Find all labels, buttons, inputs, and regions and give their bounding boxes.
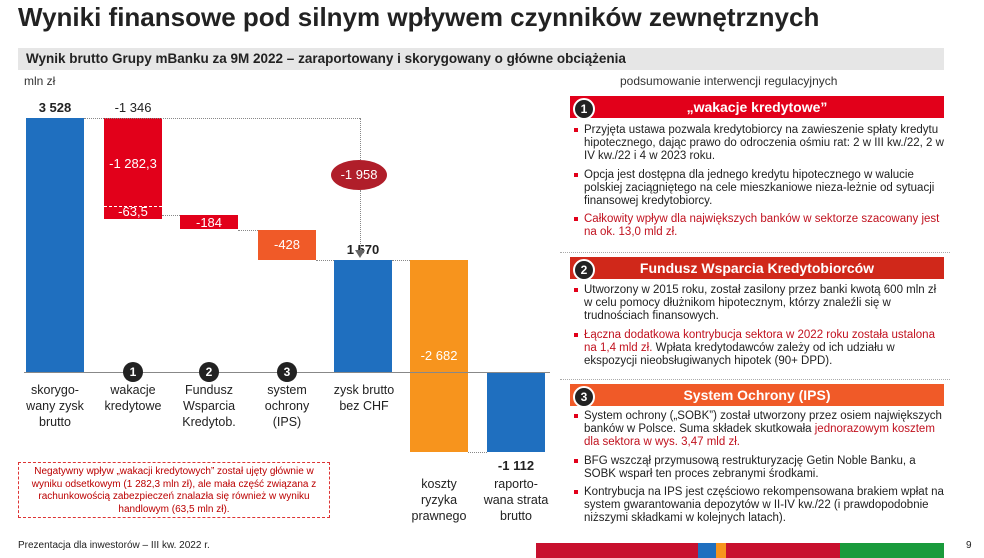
list-item: Przyjęta ustawa pozwala kredytobiorcy na… [574,124,944,164]
connector-line [162,215,180,216]
category-label: wakacje kredytowe [104,383,162,413]
section-1-title: „wakacje kredytowe” [686,99,828,115]
list-item: Kontrybucja na IPS jest częściowo rekomp… [574,486,944,526]
footnote-box: Negatywny wpływ „wakacji kredytowych” zo… [18,462,330,518]
connector-line [316,260,334,261]
chart-subtitle: Wynik brutto Grupy mBanku za 9M 2022 – z… [26,51,626,66]
bracket-line [360,190,361,254]
value-label-profit-ex-chf: 1 570 [346,242,380,257]
category-label: koszty ryzyka prawnego [411,477,467,523]
value-label-adjusted-profit: 3 528 [38,100,72,115]
bracket-arrow-icon [355,250,365,258]
section-1-number: 1 [573,98,595,120]
section-3-bullets: System ochrony („SOBK”) został utworzony… [574,410,944,531]
bar-credit-holidays-trading [104,206,162,219]
value-label-support-fund: -184 [195,215,223,230]
list-item: BFG wszczął przymusową restrukturyzację … [574,455,944,481]
category-label: Fundusz Wsparcia Kredytob. [182,383,236,429]
section-3-number: 3 [573,386,595,408]
bracket-line [360,118,361,160]
marker-1: 1 [123,362,143,382]
value-label-reported-loss: -1 112 [497,458,535,473]
bar-legal-risk [410,260,468,452]
section-divider [560,379,950,380]
connector-line [392,260,410,261]
list-item: Łączna dodatkowa kontrybucja sektora w 2… [574,329,944,369]
value-label-ips: -428 [273,237,301,252]
section-2-title: Fundusz Wsparcia Kredytobiorców [639,260,875,276]
value-label-credit-holidays-trading: -63,5 [118,204,148,219]
marker-3: 3 [277,362,297,382]
list-item: System ochrony („SOBK”) został utworzony… [574,410,944,450]
brand-strip-blue [698,543,716,558]
bar-credit-holidays-main [104,118,162,206]
brand-strip-orange [716,543,726,558]
bar-reported-loss [487,372,545,452]
bar-adjusted-profit [26,118,84,372]
section-3-header: System Ochrony (IPS) [570,384,944,406]
connector-line [238,230,258,231]
marker-2: 2 [199,362,219,382]
connector-line [468,452,487,453]
bar-profit-ex-chf [334,260,392,372]
page-title: Wyniki finansowe pod silnym wpływem czyn… [18,2,820,32]
value-label-legal-risk: -2 682 [420,348,458,363]
right-panel-header: podsumowanie interwencji regulacyjnych [620,74,838,88]
section-1-bullets: Przyjęta ustawa pozwala kredytobiorcy na… [574,124,944,245]
unit-label: mln zł [24,74,56,88]
brand-strip-red [536,543,698,558]
section-divider [560,252,950,253]
page-number: 9 [966,540,972,551]
subtitle-bar [18,48,944,70]
category-label: raporto- wana strata brutto [483,477,549,523]
value-label-credit-holidays-interest: -1 282,3 [109,156,157,171]
bar-ips [258,230,316,260]
footer-text: Prezentacja dla inwestorów – III kw. 202… [18,540,210,551]
list-item: Opcja jest dostępna dla jednego kredytu … [574,169,944,209]
connector-line [84,118,360,119]
section-2-header: Fundusz Wsparcia Kredytobiorców [570,257,944,279]
section-3-title: System Ochrony (IPS) [683,387,831,403]
section-2-bullets: Utworzony w 2015 roku, został zasilony p… [574,284,944,373]
category-label: system ochrony (IPS) [264,383,310,429]
value-label-credit-holidays: -1 346 [114,100,152,115]
section-1-header: „wakacje kredytowe” [570,96,944,118]
total-impact-bubble: -1 958 [331,160,387,190]
category-label: zysk brutto bez CHF [333,383,395,413]
brand-strip-red2 [726,543,840,558]
list-item: Całkowity wpływ dla największych banków … [574,213,944,239]
list-item: Utworzony w 2015 roku, został zasilony p… [574,284,944,324]
category-label: skorygo- wany zysk brutto [26,383,84,429]
section-2-number: 2 [573,259,595,281]
bar-support-fund [180,215,238,229]
brand-strip-green [840,543,944,558]
